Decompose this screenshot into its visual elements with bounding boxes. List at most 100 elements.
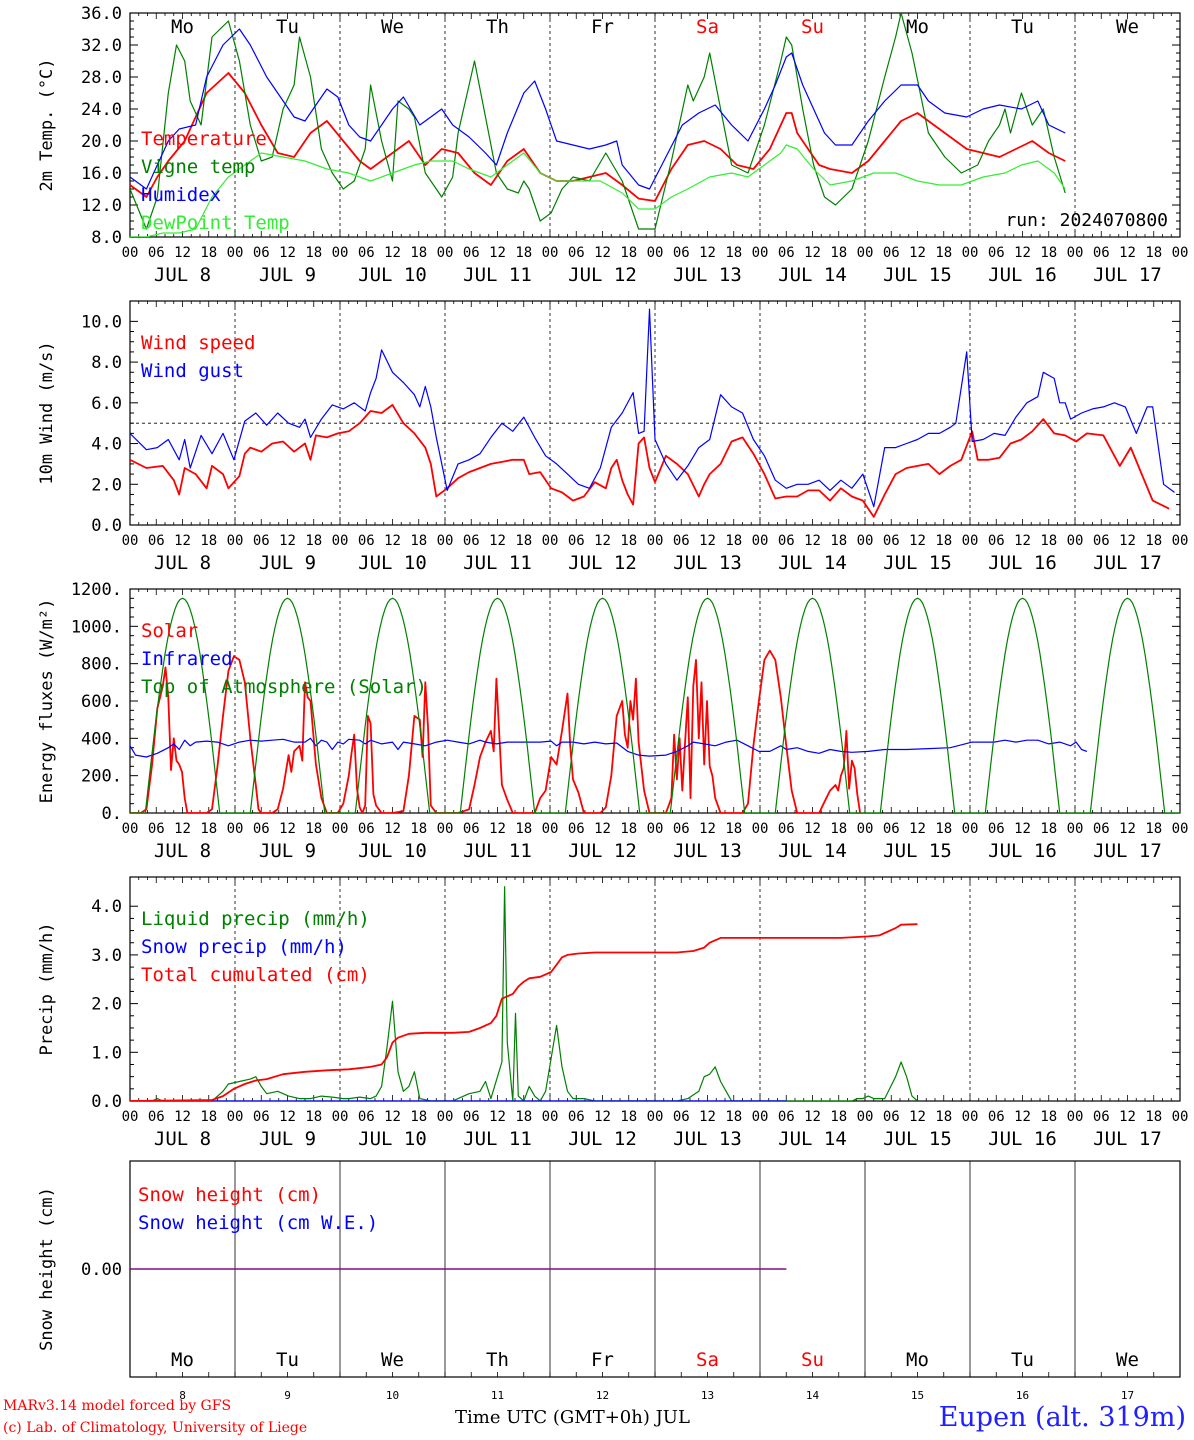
- series-line-liquid-precip-mm-h-: [130, 886, 918, 1101]
- y-tick-label: 1.0: [91, 1043, 122, 1063]
- time-axis-label: Time UTC (GMT+0h) JUL: [455, 1407, 690, 1428]
- x-hour-label: 18: [1145, 1109, 1162, 1125]
- series-line-temperature: [130, 72, 1066, 202]
- series-group: [130, 308, 1180, 518]
- y-tick-label: 16.0: [81, 164, 122, 184]
- x-day-label: JUL 9: [259, 552, 316, 574]
- x-day-label: JUL 14: [778, 840, 847, 862]
- y-axis-title: 10m Wind (m/s): [37, 341, 57, 484]
- x-hour-label: 12: [804, 1109, 821, 1125]
- x-hour-label: 00: [1067, 821, 1084, 837]
- x-hour-label: 00: [227, 1109, 244, 1125]
- x-hour-label: 06: [253, 245, 270, 261]
- y-tick-label: 12.0: [81, 196, 122, 216]
- day-number-label: 17: [1121, 1389, 1134, 1402]
- x-hour-label: 06: [568, 533, 585, 549]
- x-hour-label: 12: [279, 533, 296, 549]
- x-hour-label: 00: [752, 1109, 769, 1125]
- x-hour-label: 06: [358, 245, 375, 261]
- x-hour-label: 00: [1067, 1109, 1084, 1125]
- y-tick-label: 200.: [81, 767, 122, 787]
- x-hour-label: 06: [253, 821, 270, 837]
- x-hour-label: 06: [358, 533, 375, 549]
- legend-entry: Vigne temp: [141, 156, 255, 178]
- weekday-label: Mo: [906, 1349, 929, 1371]
- series-line-top-of-atmosphere-solar-: [130, 597, 1180, 813]
- x-hour-label: 18: [515, 821, 532, 837]
- x-hour-label: 00: [227, 821, 244, 837]
- legend-entry: Wind gust: [141, 360, 244, 382]
- x-hour-label: 00: [647, 821, 664, 837]
- x-day-label: JUL 15: [883, 264, 952, 286]
- x-hour-label: 12: [1014, 1109, 1031, 1125]
- x-day-label: JUL 9: [259, 840, 316, 862]
- x-hour-label: 00: [1172, 245, 1189, 261]
- x-hour-label: 12: [1014, 245, 1031, 261]
- x-hour-label: 18: [830, 533, 847, 549]
- x-hour-label: 00: [1172, 533, 1189, 549]
- x-hour-label: 18: [410, 1109, 427, 1125]
- y-tick-label: 800.: [81, 655, 122, 675]
- x-day-label: JUL 12: [568, 264, 637, 286]
- x-hour-label: 12: [489, 245, 506, 261]
- x-hour-label: 12: [1119, 821, 1136, 837]
- legend-entry: Liquid precip (mm/h): [141, 908, 370, 930]
- x-hour-label: 18: [620, 245, 637, 261]
- x-hour-label: 18: [620, 533, 637, 549]
- x-day-label: JUL 13: [673, 264, 742, 286]
- x-hour-label: 12: [909, 533, 926, 549]
- x-hour-label: 12: [1119, 245, 1136, 261]
- x-hour-label: 18: [305, 821, 322, 837]
- series-line-humidex: [130, 28, 1066, 190]
- day-number-label: 15: [911, 1389, 924, 1402]
- series-group: [130, 13, 1066, 237]
- x-day-label: JUL 8: [154, 840, 211, 862]
- y-tick-label: 1000.: [71, 617, 122, 637]
- x-day-label: JUL 9: [259, 1128, 316, 1150]
- x-hour-label: 06: [673, 821, 690, 837]
- panel-snow: 0.00 Snow height (cm) Snow height (cm) Snow…: [37, 1160, 1181, 1402]
- x-day-label: JUL 12: [568, 1128, 637, 1150]
- y-tick-label: 2.0: [91, 995, 122, 1015]
- series-group: [130, 597, 1180, 813]
- series-group: [130, 886, 918, 1101]
- x-hour-label: 12: [804, 533, 821, 549]
- x-hour-label: 18: [725, 821, 742, 837]
- legend-entry: Humidex: [141, 184, 221, 206]
- x-day-label: JUL 17: [1093, 552, 1162, 574]
- x-hour-label: 12: [489, 1109, 506, 1125]
- x-hour-label: 00: [542, 533, 559, 549]
- x-hour-label: 06: [148, 533, 165, 549]
- x-hour-label: 18: [515, 245, 532, 261]
- lab-credit: (c) Lab. of Climatology, University of L…: [3, 1420, 308, 1436]
- day-number-label: 16: [1016, 1389, 1029, 1402]
- plot-frame: [129, 12, 1181, 238]
- x-hour-label: 00: [647, 533, 664, 549]
- y-axis-title: Snow height (cm): [37, 1187, 57, 1351]
- x-day-label: JUL 16: [988, 840, 1057, 862]
- x-hour-label: 00: [122, 245, 139, 261]
- x-day-label: JUL 10: [358, 552, 427, 574]
- x-hour-label: 12: [489, 533, 506, 549]
- x-hour-label: 06: [568, 1109, 585, 1125]
- series-line-dewpoint-temp: [130, 144, 1066, 237]
- x-hour-label: 18: [515, 1109, 532, 1125]
- y-tick-label: 24.0: [81, 100, 122, 120]
- x-hour-label: 00: [1067, 533, 1084, 549]
- y-tick-label: 0.0: [91, 516, 122, 536]
- x-hour-label: 00: [437, 245, 454, 261]
- x-hour-label: 12: [384, 245, 401, 261]
- x-hour-label: 06: [883, 1109, 900, 1125]
- x-day-label: JUL 11: [463, 552, 532, 574]
- x-hour-label: 06: [673, 245, 690, 261]
- x-hour-label: 18: [305, 1109, 322, 1125]
- x-hour-label: 12: [174, 1109, 191, 1125]
- plot-frame: [129, 588, 1181, 814]
- y-axis-title: Energy fluxes (W/m²): [37, 599, 57, 804]
- x-day-label: JUL 14: [778, 1128, 847, 1150]
- x-hour-label: 00: [122, 533, 139, 549]
- x-hour-label: 12: [594, 1109, 611, 1125]
- y-tick-label: 0.: [102, 804, 122, 824]
- x-hour-label: 00: [542, 245, 559, 261]
- x-hour-label: 06: [1093, 1109, 1110, 1125]
